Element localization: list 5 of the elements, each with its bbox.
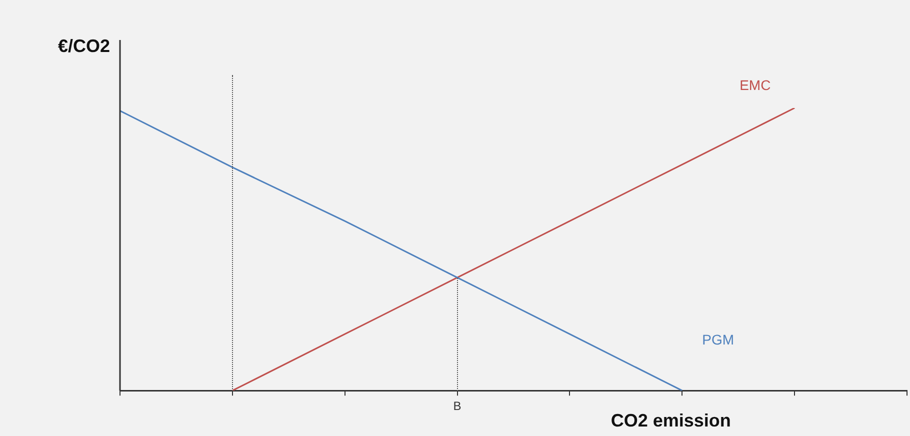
text: PGM bbox=[702, 331, 734, 348]
text: B bbox=[453, 398, 462, 413]
series-label: EMC bbox=[740, 76, 771, 93]
x-axis-title: CO2 emission bbox=[610, 410, 731, 431]
y-axis-title: €/CO2 bbox=[58, 36, 110, 56]
